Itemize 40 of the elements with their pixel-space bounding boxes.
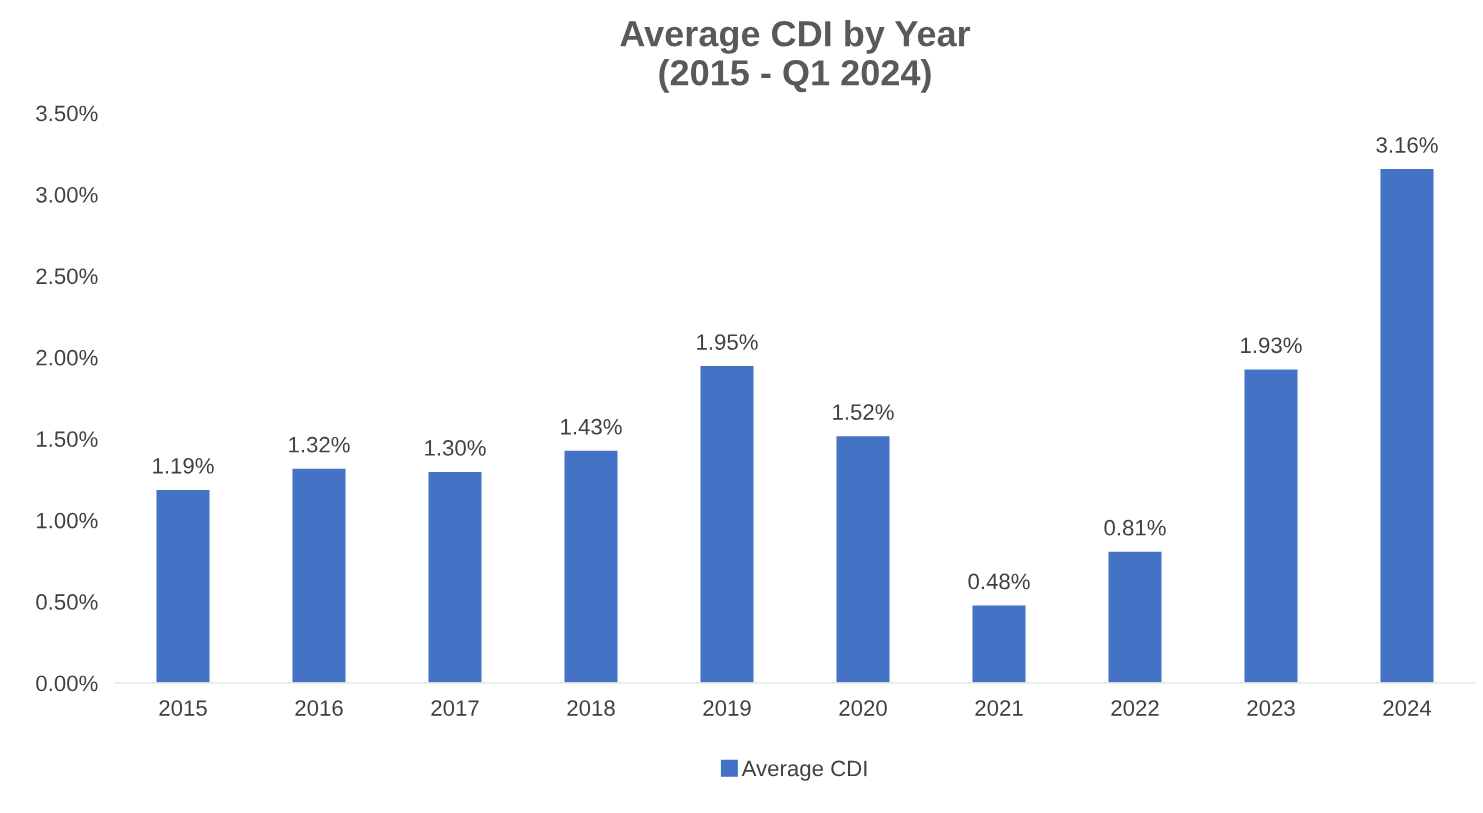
data-label: 1.19% (153, 457, 214, 474)
y-tick-label: 0.50% (36, 594, 98, 610)
data-label: 3.16% (1376, 137, 1438, 153)
data-label: 0.81% (1104, 519, 1166, 536)
bar (291, 467, 347, 683)
y-tick-label: 2.50% (36, 268, 98, 285)
data-label: 1.95% (697, 334, 758, 350)
x-tick-label: 2020 (839, 700, 887, 716)
data-label: 1.30% (425, 440, 486, 456)
data-label: 0.48% (968, 573, 1030, 590)
bar (155, 488, 211, 683)
y-tick-label: 1.00% (37, 512, 98, 529)
data-label: 1.52% (833, 404, 894, 420)
legend-label: Average CDI (741, 760, 867, 781)
x-tick-label: 2021 (975, 700, 1023, 716)
x-tick-label: 2019 (703, 700, 751, 716)
y-tick-label: 3.50% (36, 105, 98, 122)
bar (971, 604, 1027, 683)
x-tick-label: 2018 (567, 700, 615, 716)
x-tick-label: 2016 (295, 700, 343, 716)
y-tick-label: 1.50% (37, 431, 98, 447)
x-tick-label: 2024 (1383, 700, 1432, 716)
y-tick-label: 0.00% (36, 675, 98, 692)
bar (427, 470, 483, 683)
x-tick-label: 2017 (431, 700, 479, 716)
bar (835, 434, 891, 683)
x-tick-label: 2023 (1247, 700, 1295, 716)
data-label: 1.32% (289, 436, 350, 453)
bar (1243, 367, 1299, 683)
bar (1107, 550, 1163, 683)
x-tick-label: 2022 (1111, 700, 1159, 716)
y-tick-label: 3.00% (36, 186, 98, 203)
data-label: 1.93% (1241, 337, 1302, 354)
x-tick-label: 2015 (159, 700, 207, 716)
chart-title: Average CDI by Year (2015 - Q1 2024) (620, 20, 971, 93)
bar (1379, 167, 1435, 683)
bar (699, 364, 755, 683)
data-label: 1.43% (561, 418, 622, 435)
y-tick-label: 2.00% (36, 349, 98, 366)
bar (563, 449, 619, 683)
